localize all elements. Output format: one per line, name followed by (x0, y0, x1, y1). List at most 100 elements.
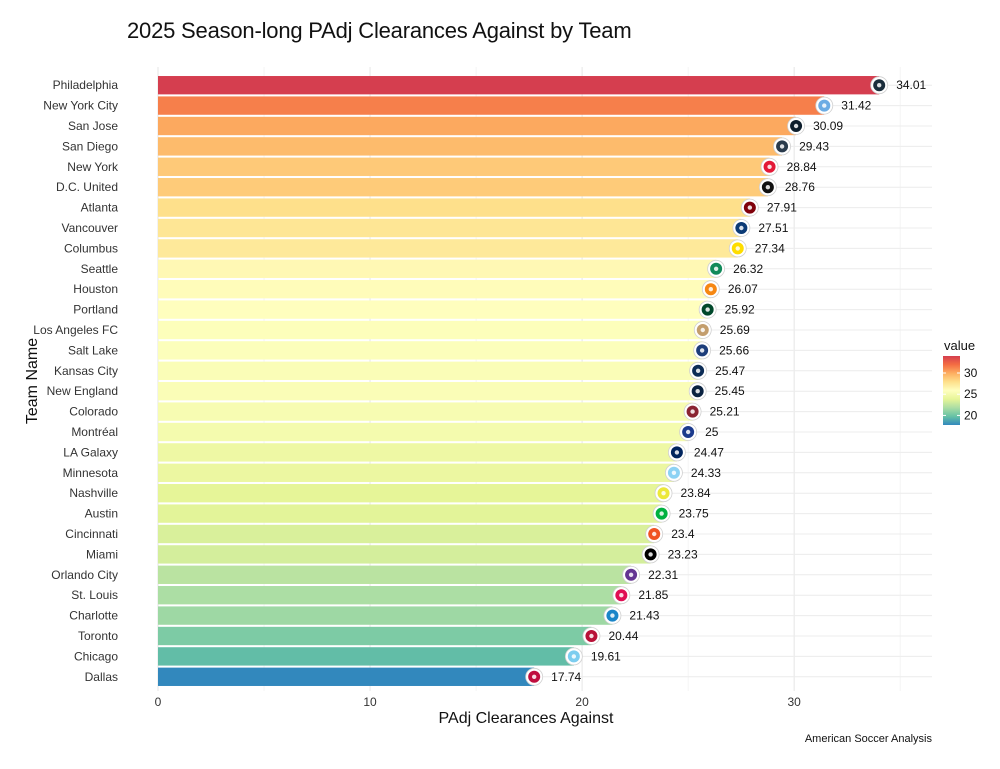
bar (158, 402, 693, 421)
y-tick-label: Los Angeles FC (33, 323, 118, 337)
team-badge-icon (689, 361, 708, 380)
value-label: 27.91 (767, 201, 797, 215)
value-label: 20.44 (608, 629, 638, 643)
value-label: 24.33 (691, 466, 721, 480)
value-label: 25.92 (725, 303, 755, 317)
value-label: 29.43 (799, 139, 829, 153)
y-tick-label: Columbus (64, 241, 118, 255)
x-tick-label: 30 (787, 695, 801, 709)
value-label: 23.23 (668, 547, 698, 561)
value-labels: 34.01 31.42 30.09 29.43 28.84 28.76 27.91 27.51… (551, 78, 926, 684)
team-badge-icon (732, 219, 751, 237)
team-badge-icon (652, 504, 671, 523)
y-tick-label: Kansas City (54, 364, 118, 378)
y-tick-label: LA Galaxy (63, 445, 118, 459)
bar (158, 382, 698, 401)
value-label: 25.66 (719, 343, 749, 357)
bar (158, 647, 574, 666)
bar (158, 96, 825, 115)
x-tick-label: 20 (575, 695, 589, 709)
team-badge-icon (758, 178, 777, 197)
y-tick-label: Chicago (74, 649, 118, 663)
team-badge-icon (622, 565, 640, 584)
value-label: 17.74 (551, 670, 581, 684)
team-badge-icon (612, 586, 631, 605)
bar (158, 116, 797, 136)
bar (158, 341, 703, 360)
value-label: 26.32 (733, 262, 763, 276)
y-tick-label: Charlotte (69, 609, 118, 623)
team-badge-icon (698, 300, 717, 319)
value-label: 34.01 (896, 78, 926, 92)
value-label: 25.21 (710, 405, 740, 419)
legend-ticks: 20 25 30 (943, 366, 978, 422)
value-label: 30.09 (813, 119, 843, 133)
bar (158, 626, 592, 646)
bar (158, 667, 535, 686)
legend-tick-label: 20 (964, 408, 978, 422)
bar (158, 586, 622, 605)
y-tick-label: Salt Lake (68, 343, 118, 357)
chart-title: 2025 Season-long PAdj Clearances Against… (127, 18, 632, 43)
bar (158, 463, 674, 482)
bar (158, 280, 711, 299)
bar (158, 422, 689, 442)
legend-tick-label: 25 (964, 387, 978, 401)
bar (158, 361, 699, 380)
team-badge-icon (693, 321, 712, 339)
team-badge-icon (667, 443, 686, 462)
y-tick-labels: Philadelphia New York City San Jose San Die… (33, 78, 119, 684)
bar (158, 504, 662, 523)
value-label: 25 (705, 425, 719, 439)
y-tick-label: Orlando City (51, 568, 118, 582)
bar (158, 320, 703, 340)
y-tick-label: Colorado (69, 405, 118, 419)
y-tick-label: Montréal (71, 425, 118, 439)
y-tick-label: San Diego (62, 139, 118, 153)
y-axis-title: Team Name (24, 338, 41, 424)
y-tick-label: Dallas (85, 670, 118, 684)
value-label: 21.85 (638, 588, 668, 602)
team-badge-icon (728, 239, 747, 258)
y-tick-label: D.C. United (56, 180, 118, 194)
bar (158, 443, 677, 462)
bar (158, 218, 742, 238)
y-tick-label: Vancouver (62, 221, 118, 235)
y-tick-label: Seattle (81, 262, 119, 276)
team-badge-icon (870, 76, 889, 95)
source-caption: American Soccer Analysis (804, 733, 932, 745)
legend: value 20 25 30 (943, 338, 978, 425)
value-label: 25.45 (715, 384, 745, 398)
team-badge-icon (693, 341, 712, 360)
team-badge-icon (641, 545, 660, 564)
team-badge-icon (740, 198, 759, 217)
value-label: 31.42 (841, 99, 871, 113)
bar (158, 606, 613, 625)
value-label: 23.75 (679, 507, 709, 521)
y-tick-label: New York (67, 160, 119, 174)
legend-tick-label: 30 (964, 366, 978, 380)
team-badge-icon (787, 117, 805, 135)
bar (158, 565, 632, 584)
y-tick-label: Cincinnati (65, 527, 118, 541)
value-label: 24.47 (694, 445, 724, 459)
bar (158, 524, 655, 544)
y-tick-label: San Jose (68, 119, 118, 133)
team-badge-icon (701, 280, 720, 299)
value-label: 23.4 (671, 527, 695, 541)
value-label: 28.84 (787, 160, 817, 174)
team-badge-icon (679, 423, 698, 441)
y-tick-label: Minnesota (63, 466, 119, 480)
y-tick-label: Miami (86, 547, 118, 561)
x-tick-label: 10 (363, 695, 377, 709)
y-tick-label: St. Louis (71, 588, 118, 602)
team-badge-icon (603, 606, 622, 625)
bar (158, 157, 770, 176)
y-tick-label: Toronto (78, 629, 118, 643)
team-badge-icon (525, 667, 544, 686)
value-label: 25.69 (720, 323, 750, 337)
team-badge-icon (773, 137, 791, 156)
y-tick-label: Houston (73, 282, 118, 296)
team-badge-icon (582, 627, 601, 645)
